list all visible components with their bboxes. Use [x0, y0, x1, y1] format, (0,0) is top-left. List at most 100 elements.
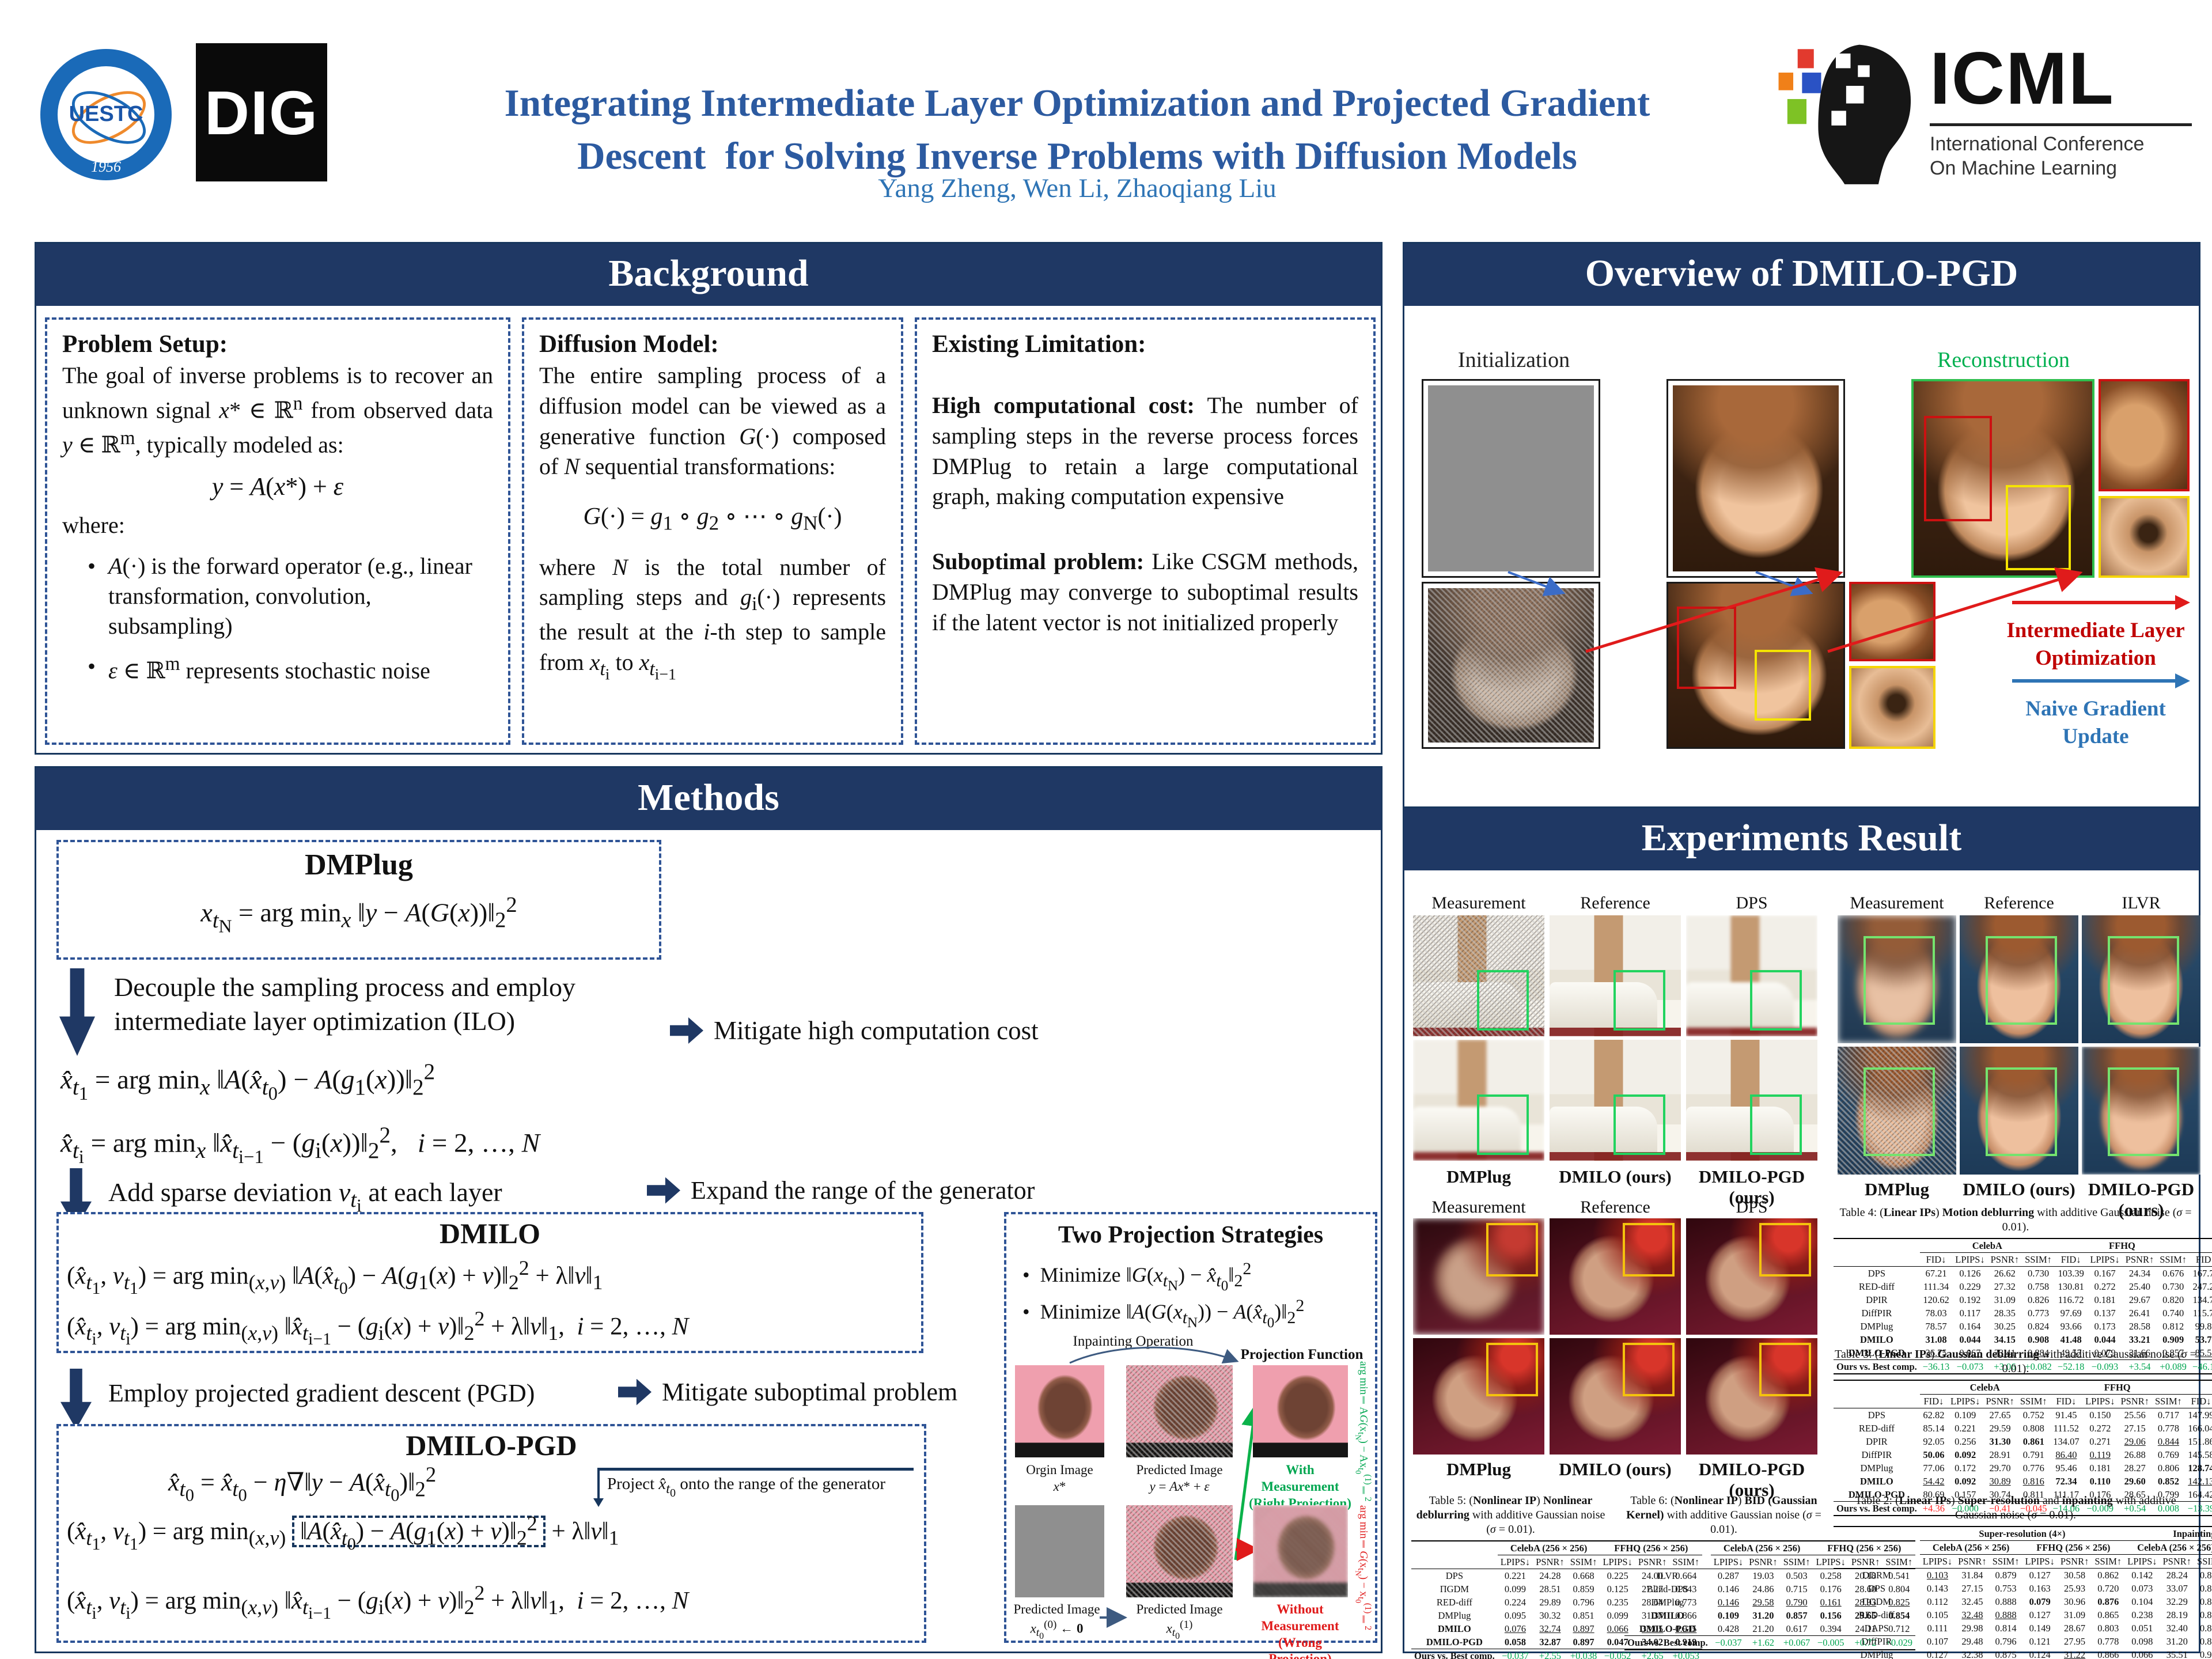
result-image-tile: [1550, 1040, 1681, 1161]
red-zoom-box: [1677, 607, 1736, 689]
noisy-init-tile: [1422, 582, 1600, 749]
origin-image-tile: [1015, 1365, 1104, 1457]
methods-panel: Methods DMPlug xtN = arg minx ‖y − A(G(x…: [35, 766, 1382, 1659]
bullet-forward-operator: • A(·) is the forward operator (e.g., lin…: [88, 552, 472, 639]
problem-setup-heading: Problem Setup:: [62, 331, 228, 358]
projection-function-label: Projection Function: [1240, 1347, 1363, 1362]
right-projection-image-tile: [1253, 1365, 1348, 1457]
predicted-image-tile: [1126, 1505, 1233, 1597]
authors: Yang Zheng, Wen Li, Zhaoqiang Liu: [878, 173, 1277, 203]
step1-result: Mitigate high computation cost: [670, 1016, 1039, 1046]
without-measurement-label: Without Measurement (Wrong Projection): [1261, 1602, 1339, 1659]
fig1-row-label: DMILO-PGD (ours): [1698, 1166, 1805, 1207]
result-image-tile: [1550, 915, 1681, 1036]
result-image-tile: [1686, 1338, 1817, 1455]
fig3-col-label: Reference: [1984, 893, 2054, 912]
limitation-cost: High computational cost: The number of s…: [932, 392, 1358, 510]
experiments-panel: Experiments Result Measurement Reference…: [1403, 806, 2212, 1659]
projection-annotation-line: [593, 1468, 914, 1507]
overview-panel: Overview of DMILO-PGD Initialization Rec…: [1403, 242, 2200, 809]
result-image-tile: [1550, 1218, 1681, 1335]
dig-logo: DIG: [196, 43, 327, 181]
projection-strategies-box: Two Projection Strategies • Minimize ‖G(…: [1004, 1212, 1377, 1659]
dig-label: DIG: [204, 77, 319, 147]
result-image-tile: [1413, 915, 1544, 1036]
icml-logo: ICML International Conference On Machine…: [1930, 36, 2200, 180]
result-image-tile: [1838, 915, 1956, 1043]
icml-divider: [1930, 123, 2192, 126]
table-3: Table 3: (Linear IPs) Gaussian deblurrin…: [1834, 1347, 2212, 1516]
step3-text: Employ projected gradient descent (PGD): [108, 1379, 535, 1407]
projection-title: Two Projection Strategies: [1058, 1222, 1324, 1248]
yellow-crop-tile: [1849, 666, 1936, 749]
dmilo-title: DMILO: [440, 1217, 540, 1249]
naive-face-tile: [1666, 582, 1845, 749]
table-2: Table 2: (Linear IPs) Super-resolution a…: [1834, 1494, 2212, 1659]
right-arrow-icon: [618, 1378, 652, 1406]
fig2-row-label: DMILO (ours): [1559, 1459, 1672, 1479]
result-image-tile: [1960, 1047, 2078, 1175]
result-image-tile: [1960, 915, 2078, 1043]
yellow-crop-tile: [2099, 496, 2190, 578]
dmplug-box: DMPlug xtN = arg minx ‖y − A(G(x))‖22: [56, 840, 661, 960]
icml-head-icon: [1777, 40, 1924, 190]
generator-formula: G(·) = g1 ∘ g2 ∘ ⋯ ∘ gN(·): [583, 503, 842, 535]
red-arrow-icon: [2012, 595, 2190, 610]
experiments-header: Experiments Result: [1404, 808, 2199, 870]
problem-setup-text: The goal of inverse problems is to recov…: [62, 362, 494, 458]
highlighted-term: ‖A(x̂t0) − A(g1(x) + ν)‖22: [292, 1512, 546, 1554]
intermediate-face-tile: [1666, 379, 1845, 578]
fig2-row-label: DMILO-PGD (ours): [1698, 1459, 1805, 1500]
init-gray-tile: [1422, 379, 1600, 578]
initialization-label: Initialization: [1457, 348, 1570, 372]
result-image-tile: [1686, 915, 1817, 1036]
pgd-formula-2: (x̂ti, νti) = arg min(x,ν) ‖x̂ti−1 − (gi…: [67, 1581, 689, 1623]
background-header: Background: [36, 244, 1381, 306]
diffusion-model-box: Diffusion Model: The entire sampling pro…: [522, 317, 903, 745]
fig3-row-label: DMILO-PGD (ours): [2088, 1179, 2195, 1220]
uestc-logo: UESTC 1956: [40, 49, 172, 180]
result-image-tile: [2082, 1047, 2200, 1175]
reconstruction-face-tile: [1911, 379, 2094, 578]
fig1-col-label: Reference: [1580, 893, 1650, 912]
problem-setup-box: Problem Setup: The goal of inverse probl…: [45, 317, 510, 745]
with-measurement-label: With Measurement (Right Projection): [1249, 1463, 1351, 1510]
result-image-tile: [1413, 1040, 1544, 1161]
fig2-col-label: DPS: [1736, 1198, 1768, 1217]
down-arrow-icon: [59, 968, 95, 1056]
limitation-box: Existing Limitation: High computational …: [915, 317, 1376, 745]
measurement-caption: Predicted Image y = Ax* + ε: [1136, 1463, 1223, 1494]
right-arrow-icon: [647, 1177, 680, 1204]
dmilo-box: DMILO (x̂t1, νt1) = arg min(x,ν) ‖A(x̂t0…: [56, 1212, 923, 1353]
result-image-tile: [1686, 1218, 1817, 1335]
background-panel: Background Problem Setup: The goal of in…: [35, 242, 1382, 755]
dmilo-formula-1: (x̂t1, νt1) = arg min(x,ν) ‖A(x̂t0) − A(…: [67, 1256, 603, 1298]
uestc-label: UESTC: [69, 102, 143, 126]
ilo-formula-1: x̂t1 = arg minx ‖A(x̂t0) − A(g1(x))‖22: [60, 1059, 435, 1104]
icml-acronym: ICML: [1930, 37, 2115, 120]
overview-connectors: [1508, 567, 2083, 653]
step2-text: Add sparse deviation νti at each layer: [108, 1177, 502, 1216]
fig1-col-label: Measurement: [1431, 893, 1526, 912]
limitation-heading: Existing Limitation:: [932, 331, 1146, 358]
diffusion-text-2: where N is the total number of sampling …: [539, 554, 887, 684]
step3-result: Mitigate suboptimal problem: [618, 1377, 957, 1407]
rotated-green-formula: arg min‖AG(xtN) − Axt0(1)‖2: [1354, 1361, 1373, 1502]
dmplug-title: DMPlug: [305, 849, 413, 881]
fig3-col-label: Measurement: [1850, 893, 1944, 912]
rotated-red-formula: arg min‖G(xtN) − xt0(1)‖2: [1354, 1505, 1373, 1631]
where-label: where:: [62, 512, 125, 539]
table-4: Table 4: (Linear IPs) Motion deblurring …: [1834, 1206, 2212, 1374]
uestc-year: 1956: [91, 158, 121, 175]
result-image-tile: [1413, 1218, 1544, 1335]
yellow-zoom-box: [2006, 485, 2071, 570]
measurement-image-tile: [1126, 1365, 1233, 1457]
observation-formula: y = A(x*) + ε: [211, 472, 344, 501]
dmplug-formula: xtN = arg minx ‖y − A(G(x))‖22: [200, 893, 517, 937]
fig3-col-label: ILVR: [2122, 893, 2161, 912]
overview-header: Overview of DMILO-PGD: [1404, 244, 2199, 306]
table-5: Table 5: (Nonlinear IP) Nonlinear deblur…: [1411, 1494, 1703, 1659]
dmilopgd-box: DMILO-PGD x̂t0 = x̂t0 − η∇‖y − A(x̂t0)‖2…: [56, 1424, 926, 1643]
zero-init-caption: Predicted Image xt0(0) ← 0: [1013, 1602, 1100, 1641]
projection-arrows: [1069, 1346, 1264, 1628]
